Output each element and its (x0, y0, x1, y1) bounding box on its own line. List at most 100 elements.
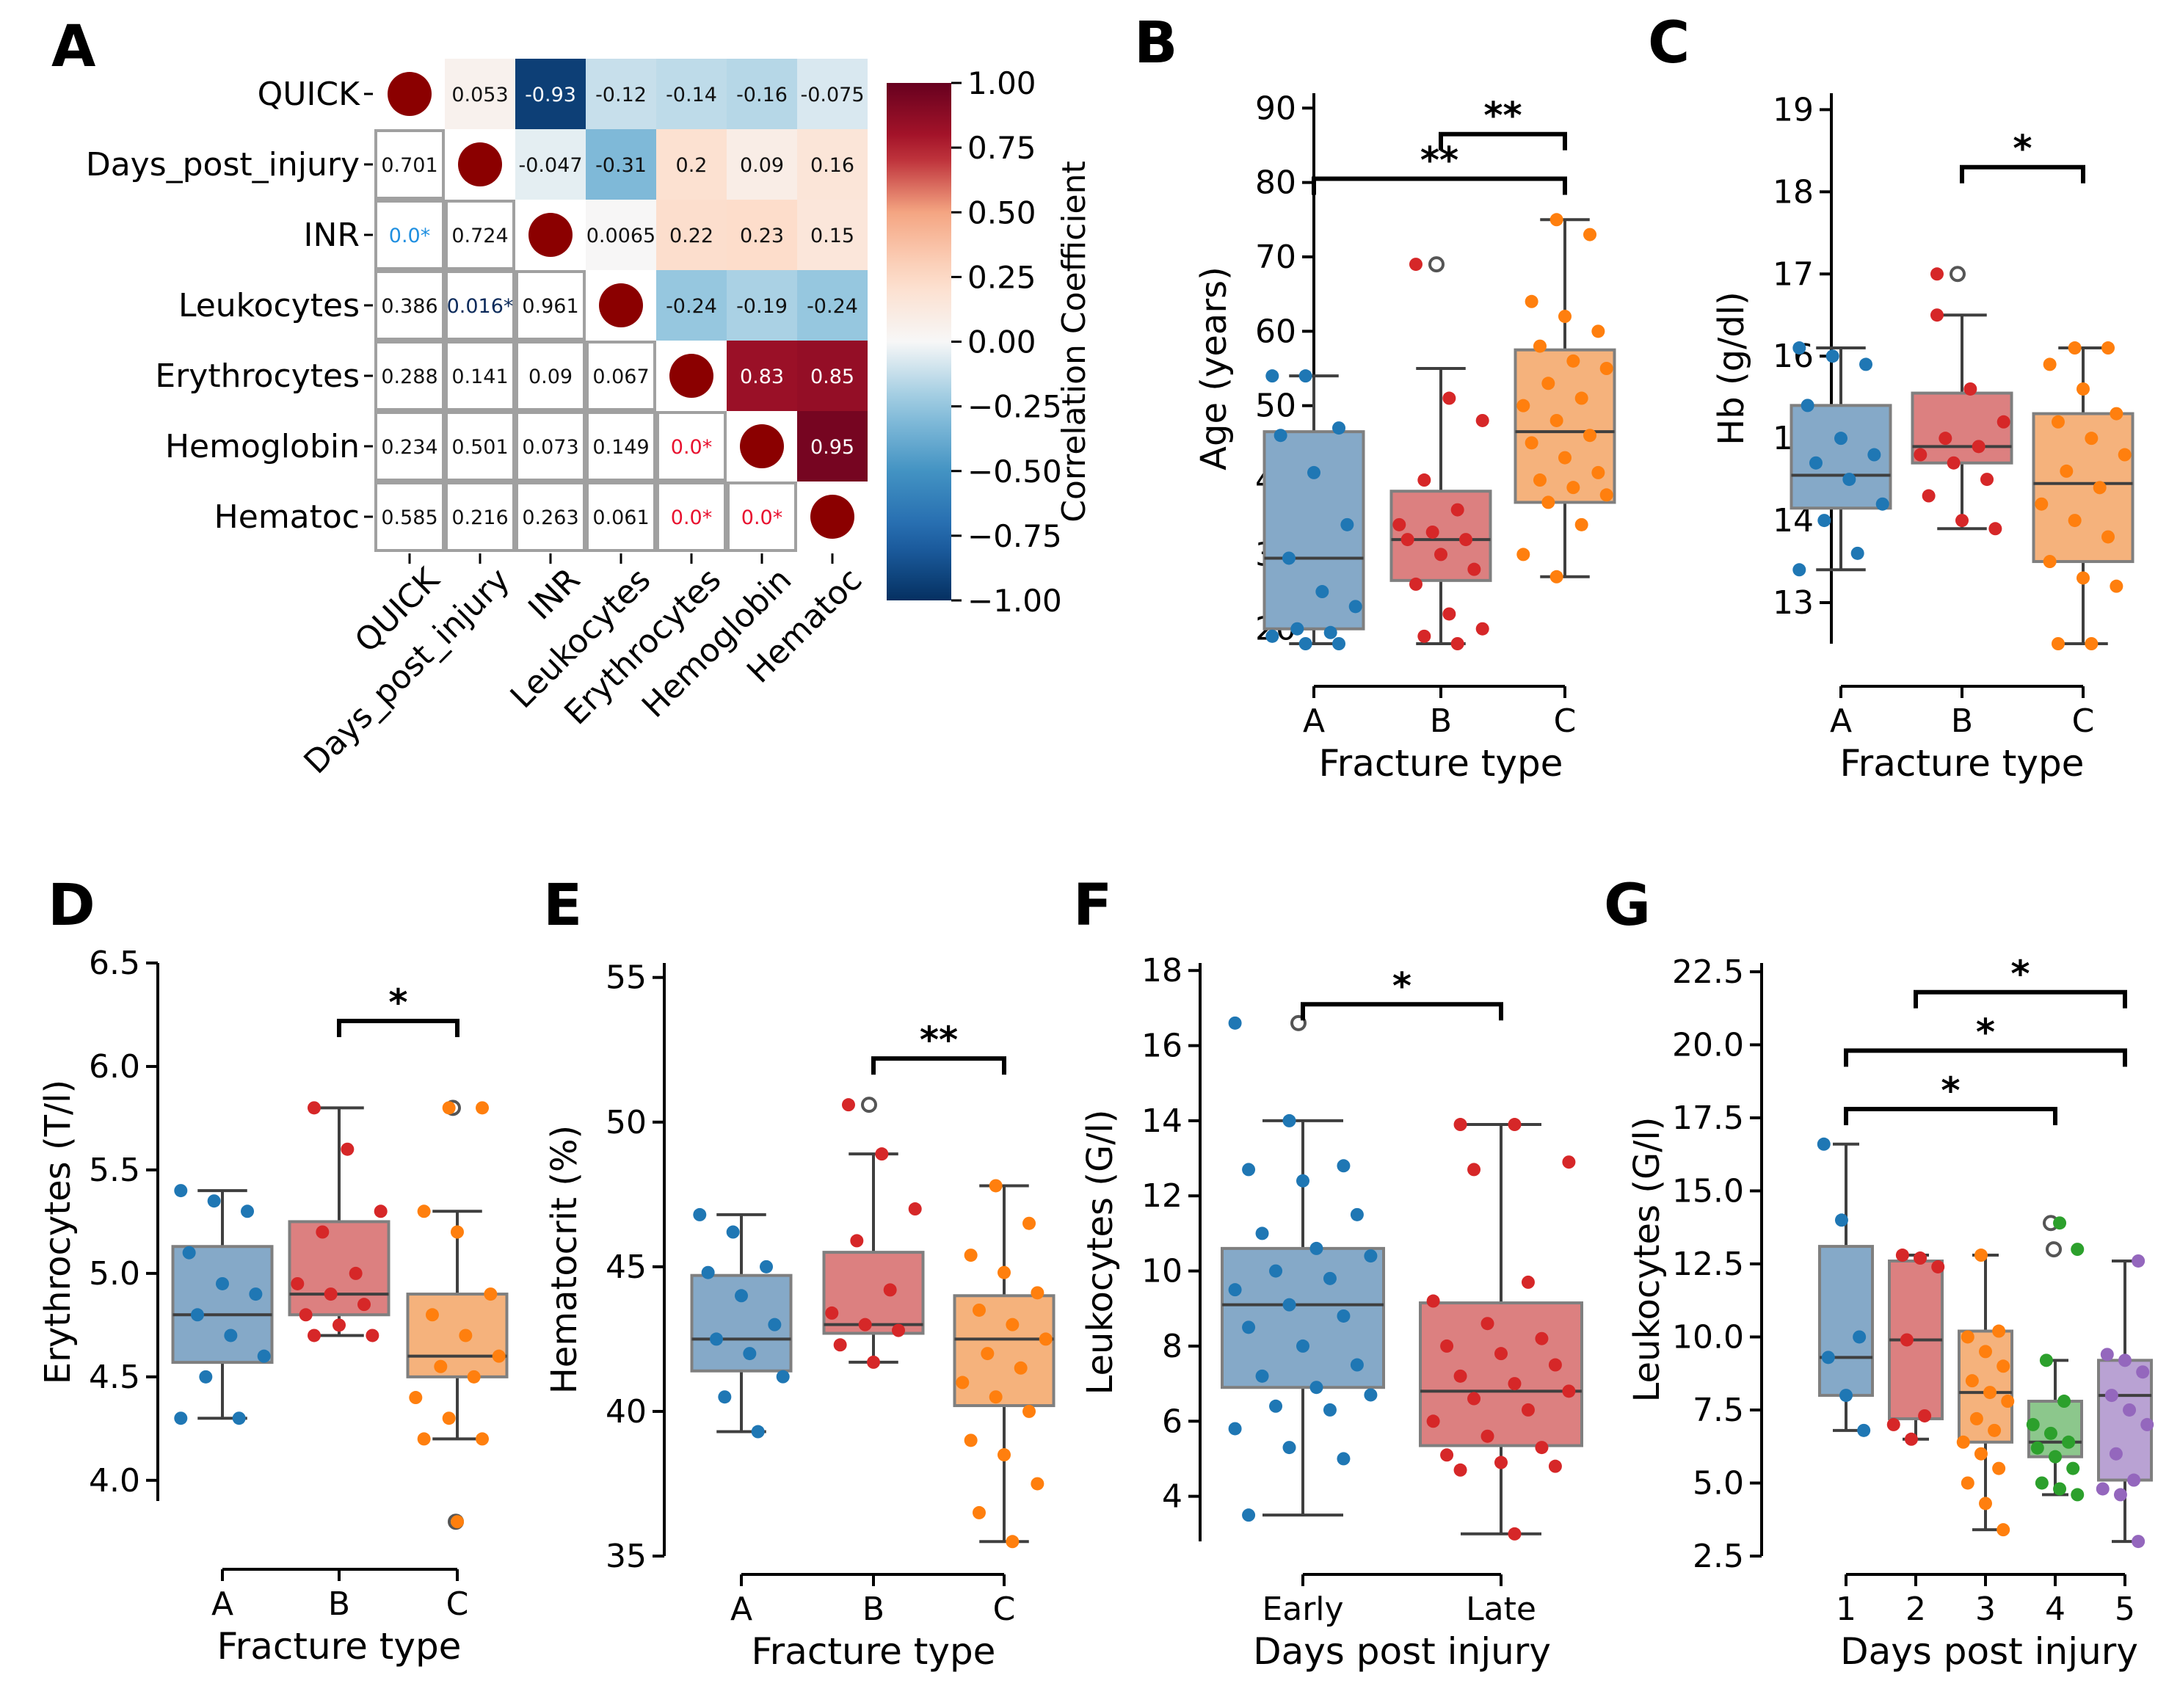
y-axis-label: Hematocrit (%) (544, 1125, 585, 1395)
heatmap-cell (797, 200, 868, 270)
data-point (1535, 1331, 1549, 1345)
correlation-label: -0.24 (666, 295, 717, 318)
data-point (1242, 1508, 1256, 1522)
data-point (1992, 1461, 2006, 1475)
panel-letter: A (51, 14, 95, 80)
colorbar-tick-label: −0.50 (967, 454, 1062, 490)
x-tick-label: C (2072, 702, 2095, 740)
data-point (1996, 1359, 2010, 1373)
data-point (981, 1347, 995, 1361)
data-point (1930, 267, 1944, 281)
data-point (1817, 1137, 1831, 1151)
data-point (1022, 1404, 1036, 1418)
heatmap-cell (656, 200, 727, 270)
data-point (1842, 473, 1856, 487)
data-point (451, 1515, 464, 1529)
data-point (1274, 429, 1287, 443)
panel-letter: C (1648, 10, 1690, 76)
data-point (1541, 377, 1555, 390)
data-point (1825, 349, 1839, 363)
data-point (1533, 473, 1547, 487)
row-label: Erythrocytes (155, 357, 360, 395)
data-point (1922, 489, 1936, 503)
y-tick-label: 7.5 (1693, 1392, 1744, 1429)
x-tick-label: C (1554, 702, 1577, 740)
pvalue-cell (374, 341, 445, 411)
data-point (442, 1411, 456, 1425)
data-point (307, 1101, 321, 1115)
data-point (1282, 1298, 1296, 1312)
data-point (1792, 563, 1806, 577)
heatmap-cell (656, 270, 727, 341)
x-tick-label: A (211, 1585, 233, 1623)
heatmap-cell (797, 411, 868, 481)
y-axis-label: Leukocytes (G/l) (1080, 1110, 1121, 1395)
data-point (357, 1298, 371, 1312)
data-point (1875, 497, 1889, 511)
row-label: Leukocytes (178, 287, 360, 324)
y-tick-label: 40 (606, 1393, 647, 1431)
data-point (1475, 413, 1489, 427)
data-point (956, 1376, 970, 1389)
pvalue-cell (586, 481, 656, 552)
y-tick-label: 5.5 (89, 1152, 140, 1189)
x-tick-label: B (862, 1591, 884, 1628)
significance-label: * (1976, 1011, 1995, 1053)
y-tick-label: 45 (606, 1249, 647, 1286)
correlation-label: 0.83 (740, 366, 784, 388)
data-point (190, 1308, 204, 1322)
data-point (2043, 1426, 2057, 1440)
box (171, 1245, 274, 1364)
pvalue-cell (374, 481, 445, 552)
correlation-label: -0.14 (666, 84, 717, 106)
box (288, 1220, 390, 1317)
data-point (1541, 495, 1555, 509)
data-point (1574, 517, 1588, 531)
data-point (174, 1184, 188, 1198)
y-tick-label: 12 (1141, 1177, 1182, 1215)
pvalue-label: 0.067 (592, 366, 649, 388)
data-point (1821, 1351, 1835, 1364)
data-point (1979, 1497, 1992, 1511)
data-point (1440, 1448, 1454, 1462)
data-point (417, 1204, 431, 1218)
heatmap-cell (586, 129, 656, 200)
panel-letter: F (1073, 873, 1112, 939)
data-point (1895, 1249, 1909, 1262)
x-axis-label: Fracture type (217, 1625, 462, 1668)
data-point (1974, 1447, 1988, 1461)
significance-bracket (1844, 1107, 2057, 1126)
data-point (1228, 1422, 1242, 1436)
y-tick-label: 17 (1773, 255, 1814, 293)
data-point (1817, 514, 1831, 528)
significance-label: * (2010, 953, 2030, 995)
data-point (182, 1246, 196, 1260)
pvalue-cell (374, 411, 445, 481)
y-tick-label: 5.0 (1693, 1464, 1744, 1502)
heatmap-cell (586, 200, 656, 270)
data-point (1548, 1358, 1562, 1372)
outlier (1428, 256, 1445, 273)
y-axis-label: Age (years) (1193, 266, 1235, 470)
data-point (1914, 1251, 1928, 1265)
data-point (232, 1411, 246, 1425)
data-point (908, 1202, 922, 1216)
data-point (1859, 357, 1873, 371)
data-point (1031, 1477, 1044, 1491)
pvalue-label: 0.724 (451, 225, 508, 247)
data-point (1516, 548, 1530, 562)
data-point (1332, 421, 1346, 435)
data-point (1467, 1392, 1481, 1406)
data-point (1417, 473, 1431, 487)
data-point (1296, 1174, 1309, 1188)
x-tick-label: Early (1262, 1591, 1343, 1628)
pvalue-label: 0.701 (381, 154, 437, 177)
data-point (451, 1225, 464, 1239)
data-point (964, 1433, 978, 1447)
outlier (1950, 266, 1966, 283)
diagonal-marker (458, 142, 502, 186)
data-point (1834, 432, 1847, 446)
data-point (1549, 213, 1563, 227)
correlation-label: -0.31 (595, 154, 647, 177)
